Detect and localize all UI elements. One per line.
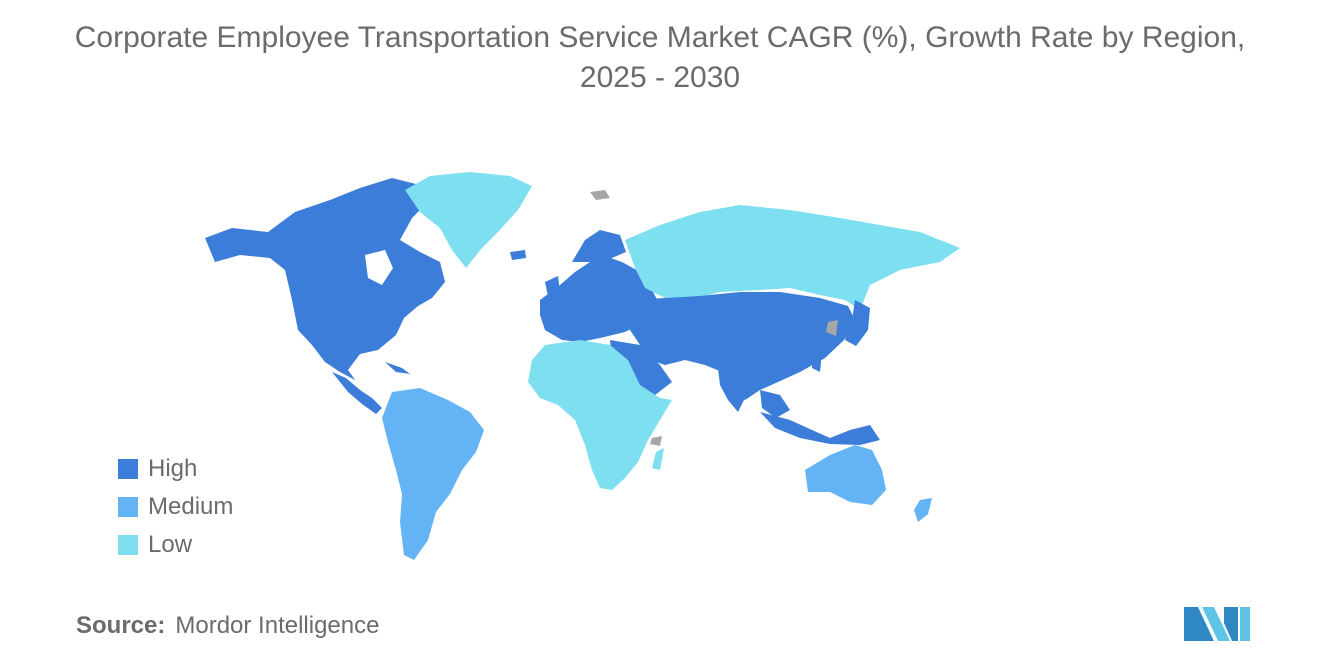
chart-title-line-2: 2025 - 2030 xyxy=(579,61,741,94)
madagascar xyxy=(652,448,664,470)
legend: High Medium Low xyxy=(118,450,233,564)
chart-title-line-1: Corporate Employee Transportation Servic… xyxy=(74,21,1246,54)
source-label: Source: xyxy=(76,612,166,639)
legend-swatch-medium xyxy=(118,497,138,517)
region-no-data xyxy=(590,190,838,446)
chart-title: Corporate Employee Transportation Servic… xyxy=(0,18,1320,98)
legend-label-medium: Medium xyxy=(148,493,234,520)
legend-label-low: Low xyxy=(148,531,193,558)
legend-swatch-low xyxy=(118,535,138,555)
legend-label-high: High xyxy=(148,455,198,482)
region-oceania xyxy=(805,445,932,522)
region-asia-middle-east xyxy=(610,292,880,445)
region-south-america xyxy=(382,388,484,560)
region-africa xyxy=(528,340,672,490)
hudson-bay xyxy=(365,250,393,285)
legend-item-medium: Medium xyxy=(118,488,233,526)
mordor-intelligence-logo-icon xyxy=(1184,607,1250,641)
region-russia xyxy=(625,205,960,310)
legend-item-low: Low xyxy=(118,526,233,564)
legend-swatch-high xyxy=(118,459,138,479)
region-north-america xyxy=(205,178,445,414)
source-value: Mordor Intelligence xyxy=(175,612,380,639)
source-note: Source: Mordor Intelligence xyxy=(76,612,379,640)
legend-item-high: High xyxy=(118,450,233,488)
region-greenland xyxy=(405,172,532,268)
